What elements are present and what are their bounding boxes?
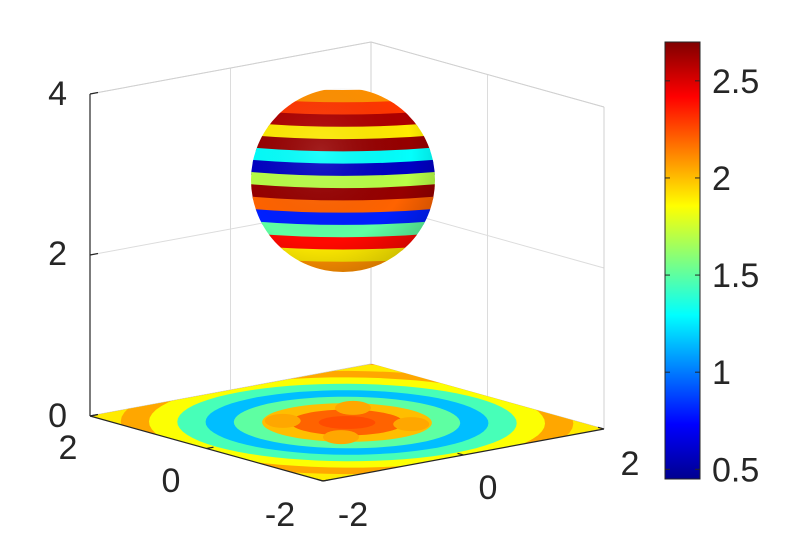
x-tick-1	[457, 452, 464, 456]
plane-blob-0	[323, 430, 359, 445]
colorbar-gradient	[664, 41, 701, 480]
colorbar-tick-labels: 0.5 1 1.5 2 2.5	[712, 63, 759, 489]
colorbar-tick-label-0: 0.5	[712, 451, 759, 489]
z-tick-1	[89, 252, 99, 256]
z-tick-label-1: 2	[48, 235, 67, 273]
x-tick-label-0: -2	[338, 496, 368, 534]
plane-surface	[90, 364, 604, 481]
z-tick-label-2: 4	[48, 75, 67, 113]
plane-blob-1	[393, 417, 430, 432]
colorbar-tick-label-2: 1.5	[712, 257, 759, 295]
y-tick-label-2: 2	[59, 429, 78, 467]
y-tick-2	[89, 414, 98, 417]
x-tick-label-1: 0	[479, 469, 498, 507]
ticks	[89, 91, 605, 482]
z-tick-labels: 0 2 4	[48, 75, 67, 435]
y-tick-label-1: 0	[162, 462, 181, 500]
x-tick-0	[316, 478, 324, 482]
colorbar-tick-label-4: 2.5	[712, 63, 759, 101]
colorbar-tick-label-1: 1	[712, 354, 731, 392]
plane-blob-2	[264, 413, 301, 428]
y-tick-labels: 2 0 -2	[59, 429, 296, 534]
box-edge-3	[89, 363, 372, 417]
y-tick-1	[206, 446, 214, 450]
x-tick-labels: -2 0 2	[338, 445, 640, 534]
plane-blob-3	[335, 400, 371, 415]
colorbar-tick-label-3: 2	[712, 160, 731, 198]
z-tick-label-0: 0	[48, 397, 67, 435]
y-tick-label-0: -2	[265, 496, 295, 534]
colorbar-ticks	[665, 80, 700, 470]
sphere-surface	[251, 88, 435, 272]
y-tick-0	[322, 479, 331, 482]
x-tick-2	[597, 426, 605, 430]
plane-ring-9	[318, 416, 376, 429]
colorbar: 0.5 1 1.5 2 2.5	[664, 41, 759, 489]
x-tick-label-2: 2	[621, 445, 640, 483]
box-edge-1	[370, 41, 605, 108]
box-edge-0	[89, 41, 372, 95]
z-tick-2	[89, 91, 99, 95]
